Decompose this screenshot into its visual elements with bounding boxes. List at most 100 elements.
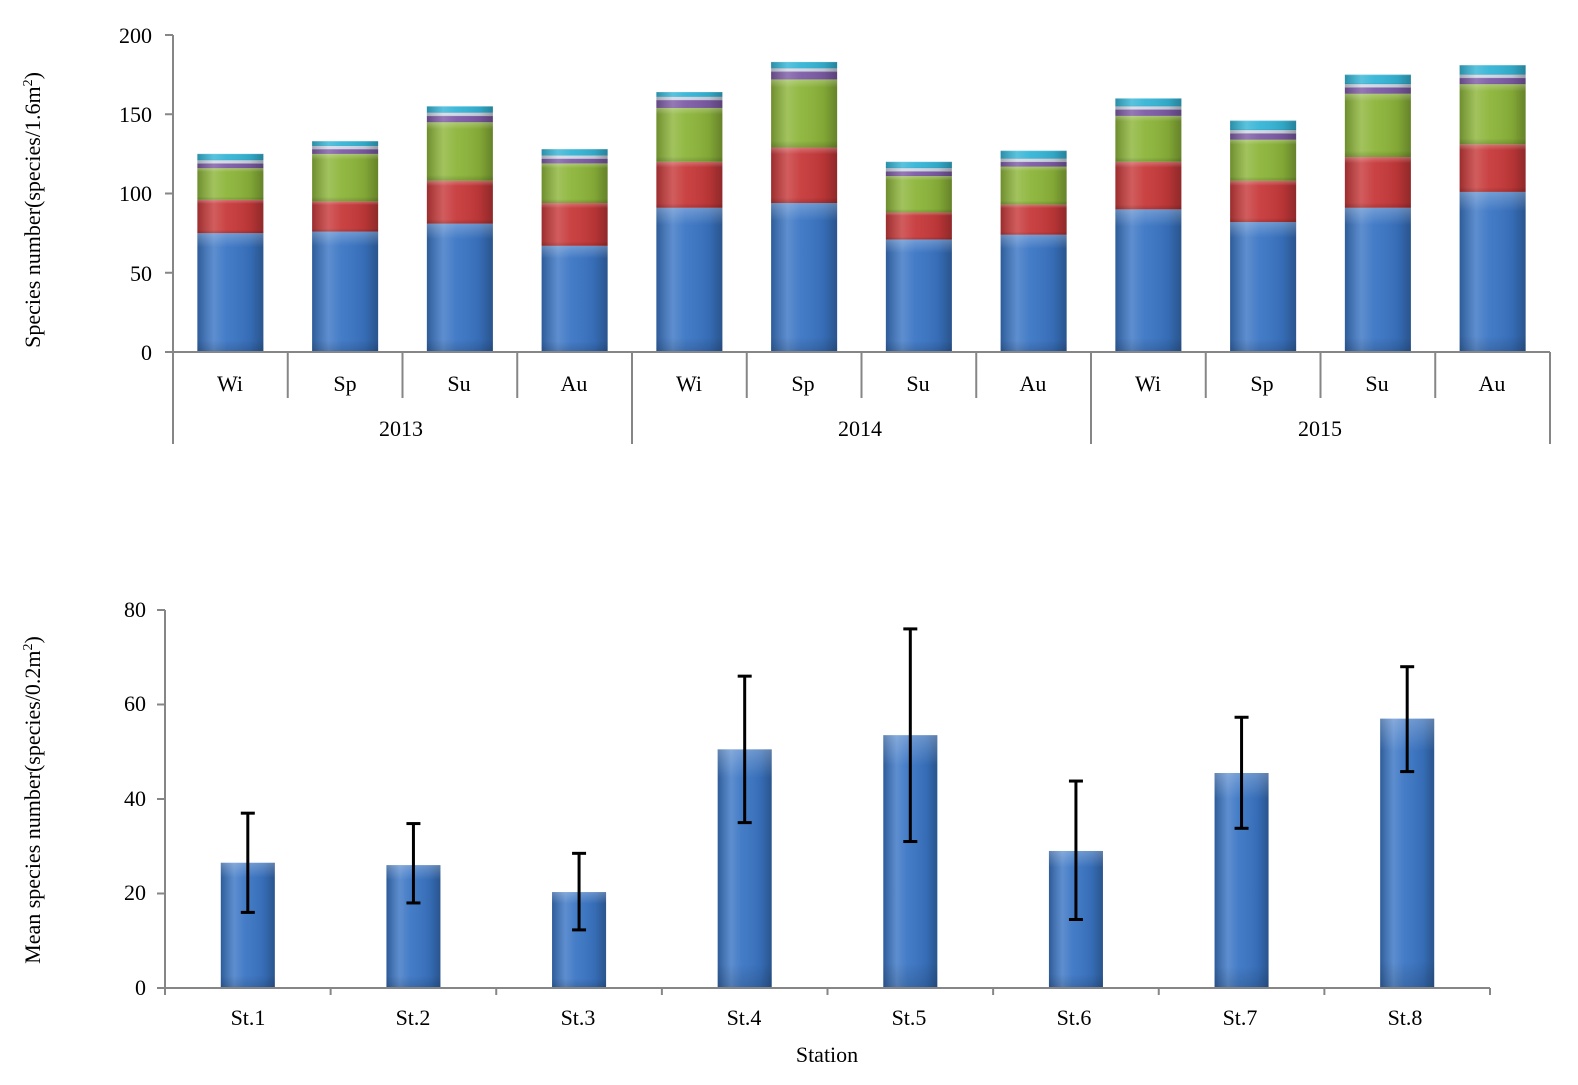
stack-segment (312, 141, 379, 146)
stack-segment (197, 233, 264, 352)
stack-segment-gloss (885, 168, 952, 172)
stack-segment (541, 149, 608, 156)
stack-segment-gloss (312, 145, 379, 150)
bottom-x-tick-label: St.2 (396, 1005, 431, 1030)
stack-segment-gloss (1344, 93, 1411, 158)
stack-segment-gloss (771, 203, 838, 352)
stack-segment (1230, 180, 1297, 223)
stack-segment (197, 153, 264, 161)
stack-segment (426, 106, 493, 113)
station-bar (1214, 773, 1269, 988)
stack-segment-gloss (656, 96, 723, 100)
stack-segment-gloss (1000, 166, 1067, 205)
stack-segment-gloss (885, 176, 952, 213)
stack-segment (1344, 87, 1411, 94)
stack-segment-gloss (312, 231, 379, 352)
stack-segment-gloss (541, 155, 608, 159)
stack-segment-gloss (312, 149, 379, 154)
stack-segment (656, 161, 723, 208)
stack-segment-gloss (771, 61, 838, 69)
stack-segment-gloss (1115, 161, 1182, 210)
stack-segment-gloss (541, 149, 608, 156)
stack-segment-gloss (541, 163, 608, 204)
stack-segment-gloss (1115, 115, 1182, 162)
stack-segment-gloss (1000, 158, 1067, 162)
stack-segment-gloss (541, 158, 608, 164)
error-bar (406, 822, 421, 905)
error-bar (1068, 779, 1083, 921)
top-x-tick-label: Su (1365, 371, 1388, 396)
stack-segment-gloss (426, 115, 493, 123)
stack-segment-gloss (656, 107, 723, 162)
stack-segment (312, 201, 379, 232)
stack-segment-gloss (426, 112, 493, 116)
stack-segment-gloss (1344, 87, 1411, 94)
stack-segment (197, 168, 264, 200)
stack-segment-gloss (885, 239, 952, 352)
stack-segment (312, 149, 379, 154)
stack-segment (656, 207, 723, 352)
stack-segment (1000, 234, 1067, 352)
stack-segment (541, 158, 608, 164)
top-x-tick-label: Sp (1250, 371, 1273, 396)
stack-segment (541, 203, 608, 246)
top-y-axis-title: Species number(species/1.6m2) (20, 72, 45, 348)
bottom-y-tick-labels: 0 20 40 60 80 (124, 597, 146, 1000)
stack-segment (885, 168, 952, 172)
stack-segment (771, 147, 838, 204)
top-x-tick-label: Su (906, 371, 929, 396)
stack-segment (1115, 106, 1182, 110)
bottom-y-tick-label: 0 (135, 975, 146, 1000)
error-bar (1400, 665, 1415, 774)
stack-segment (1230, 133, 1297, 140)
stack-segment (656, 107, 723, 162)
stack-segment (312, 145, 379, 150)
top-y-tick-label: 50 (130, 261, 152, 286)
top-x-tick-label: Wi (1135, 371, 1161, 396)
stack-segment-gloss (541, 245, 608, 352)
bottom-x-tick-label: St.7 (1223, 1005, 1258, 1030)
bottom-bars (220, 718, 1435, 988)
stack-segment (426, 112, 493, 116)
bottom-y-tick-label: 20 (124, 880, 146, 905)
stack-segment-gloss (426, 180, 493, 224)
stack-segment (1115, 209, 1182, 352)
stack-segment-gloss (1230, 139, 1297, 181)
stack-segment (885, 171, 952, 177)
stack-segment (771, 203, 838, 352)
stack-segment (1459, 77, 1526, 85)
stack-segment-gloss (312, 201, 379, 232)
stack-segment (1000, 161, 1067, 167)
stack-segment (1230, 222, 1297, 352)
top-x-tick-label: Sp (333, 371, 356, 396)
stack-segment (1230, 139, 1297, 181)
stack-segment-gloss (771, 71, 838, 80)
error-bar (903, 627, 918, 844)
stack-segment (1000, 204, 1067, 235)
top-year-labels: 2013 2014 2015 (379, 416, 1342, 441)
error-bar (1234, 715, 1249, 830)
stack-segment (197, 163, 264, 169)
year-label-2013: 2013 (379, 416, 423, 441)
top-y-tick-label: 100 (119, 181, 152, 206)
bottom-error-bars (240, 627, 1415, 932)
stack-segment-gloss (1459, 74, 1526, 78)
stack-segment-gloss (1000, 161, 1067, 167)
error-bar (737, 674, 752, 825)
stack-segment (1459, 84, 1526, 145)
stack-segment (1230, 120, 1297, 131)
stack-segment (1115, 109, 1182, 116)
stack-segment-gloss (426, 122, 493, 181)
stack-segment-gloss (1230, 130, 1297, 134)
top-y-tick-label: 150 (119, 102, 152, 127)
top-x-tick-label: Au (1020, 371, 1047, 396)
stack-segment-gloss (771, 79, 838, 148)
stack-segment-gloss (426, 223, 493, 352)
stack-segment-gloss (197, 233, 264, 352)
stacked-bar-chart: 0 50 100 150 200 Species number(species/… (20, 23, 1551, 444)
stack-segment-gloss (1115, 98, 1182, 107)
stack-segment (1115, 161, 1182, 210)
top-y-tick-labels: 0 50 100 150 200 (119, 23, 152, 365)
bottom-x-axis-title: Station (796, 1042, 858, 1067)
stack-segment-gloss (1344, 207, 1411, 352)
